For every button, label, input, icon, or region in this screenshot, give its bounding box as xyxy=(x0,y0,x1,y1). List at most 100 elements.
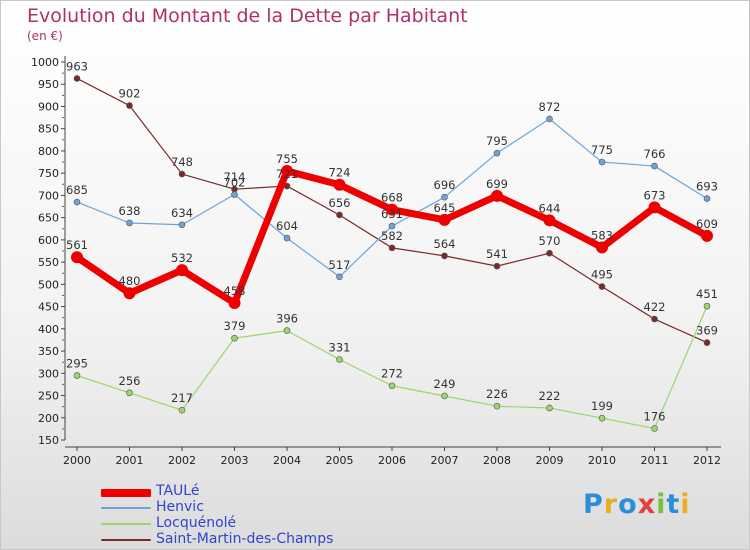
y-tick-label: 300 xyxy=(38,367,59,380)
y-tick-label: 200 xyxy=(38,412,59,425)
data-label-locqu-nol: 396 xyxy=(276,312,298,326)
legend-label: Saint-Martin-des-Champs xyxy=(156,531,334,547)
data-label-locqu-nol: 226 xyxy=(486,387,508,401)
data-label-henvic: 631 xyxy=(381,207,403,221)
data-point-taul xyxy=(228,297,241,310)
data-label-saint-martin-des-champs: 963 xyxy=(66,59,88,73)
data-label-saint-martin-des-champs: 656 xyxy=(329,196,351,210)
data-label-taul: 480 xyxy=(119,274,141,288)
y-tick-label: 950 xyxy=(38,78,59,91)
data-point-locqu-nol xyxy=(336,356,343,363)
brand-letter: i xyxy=(680,489,691,520)
data-label-taul: 755 xyxy=(276,152,298,166)
y-tick-label: 800 xyxy=(38,145,59,158)
data-point-locqu-nol xyxy=(231,334,238,342)
y-tick-label: 150 xyxy=(38,434,59,447)
data-label-henvic: 685 xyxy=(66,183,88,197)
data-point-saint-martin-des-champs xyxy=(388,244,396,252)
data-point-locqu-nol xyxy=(651,425,658,432)
legend-swatch-locquenole xyxy=(101,523,151,525)
data-label-taul: 532 xyxy=(171,251,193,265)
y-tick-label: 700 xyxy=(38,189,59,202)
data-label-henvic: 696 xyxy=(434,178,456,192)
data-label-locqu-nol: 222 xyxy=(539,389,561,403)
data-label-henvic: 872 xyxy=(539,100,561,114)
data-label-henvic: 795 xyxy=(486,134,508,148)
data-label-taul: 673 xyxy=(644,188,666,202)
x-tick-label: 2002 xyxy=(168,454,196,467)
x-tick-label: 2003 xyxy=(221,454,249,467)
brand-logo: Proxiti xyxy=(583,489,691,520)
data-point-saint-martin-des-champs xyxy=(546,249,553,257)
data-label-henvic: 638 xyxy=(119,204,141,218)
legend-swatch-saint-martin xyxy=(101,539,151,541)
data-point-locqu-nol xyxy=(178,406,186,414)
data-label-locqu-nol: 272 xyxy=(381,367,403,381)
data-label-taul: 644 xyxy=(539,201,561,215)
data-label-taul: 645 xyxy=(434,201,456,215)
brand-letter: r xyxy=(603,489,619,520)
data-point-locqu-nol xyxy=(546,404,553,412)
y-tick-label: 250 xyxy=(38,390,59,403)
data-point-henvic xyxy=(336,273,343,281)
y-tick-label: 600 xyxy=(38,234,59,247)
data-point-taul xyxy=(701,229,713,242)
data-label-taul: 561 xyxy=(66,238,88,252)
x-tick-label: 2009 xyxy=(536,454,564,467)
data-label-locqu-nol: 199 xyxy=(591,399,613,413)
data-point-taul xyxy=(333,178,346,191)
data-label-saint-martin-des-champs: 369 xyxy=(696,324,718,338)
data-point-saint-martin-des-champs xyxy=(651,315,658,323)
data-point-henvic xyxy=(703,195,711,202)
data-label-locqu-nol: 176 xyxy=(644,409,666,423)
data-label-henvic: 517 xyxy=(329,258,351,272)
data-label-taul: 583 xyxy=(591,228,613,242)
x-tick-label: 2008 xyxy=(483,454,511,467)
y-tick-label: 550 xyxy=(38,256,59,269)
data-point-taul xyxy=(176,264,188,277)
x-tick-label: 2004 xyxy=(273,454,301,467)
data-label-henvic: 604 xyxy=(276,219,298,233)
data-point-henvic xyxy=(441,193,448,201)
data-label-taul: 724 xyxy=(329,166,351,180)
legend-swatch-henvic xyxy=(101,507,151,509)
data-label-henvic: 634 xyxy=(171,206,193,220)
data-point-taul xyxy=(491,189,503,202)
x-tick-label: 2012 xyxy=(693,454,721,467)
y-tick-label: 350 xyxy=(38,345,59,358)
data-point-locqu-nol xyxy=(126,389,133,397)
data-point-henvic xyxy=(493,149,501,157)
data-point-henvic xyxy=(73,198,81,206)
x-tick-label: 2005 xyxy=(326,454,354,467)
legend-label: TAULé xyxy=(156,483,200,499)
data-label-saint-martin-des-champs: 564 xyxy=(434,237,456,251)
data-label-taul: 668 xyxy=(381,191,403,205)
data-point-taul xyxy=(281,164,293,177)
y-tick-label: 900 xyxy=(38,100,59,113)
y-tick-label: 650 xyxy=(38,212,59,225)
data-point-saint-martin-des-champs xyxy=(493,262,501,270)
data-point-henvic xyxy=(388,222,396,230)
data-label-saint-martin-des-champs: 422 xyxy=(644,300,666,314)
data-label-saint-martin-des-champs: 902 xyxy=(119,87,141,101)
data-label-henvic: 702 xyxy=(224,176,246,190)
data-label-locqu-nol: 379 xyxy=(224,319,246,333)
data-point-taul xyxy=(438,213,451,226)
chart-subtitle: (en €) xyxy=(27,29,63,43)
data-point-taul xyxy=(71,251,83,264)
data-point-henvic xyxy=(651,162,658,170)
data-point-locqu-nol xyxy=(441,392,448,400)
data-label-locqu-nol: 217 xyxy=(171,391,193,405)
brand-letter: x xyxy=(637,489,657,520)
y-tick-label: 1000 xyxy=(31,56,59,69)
data-label-henvic: 766 xyxy=(644,147,666,161)
data-label-locqu-nol: 451 xyxy=(696,287,718,301)
brand-letter: P xyxy=(583,489,604,520)
brand-letter: i xyxy=(656,489,667,520)
data-point-locqu-nol xyxy=(73,372,81,379)
brand-letter: o xyxy=(618,489,638,520)
data-label-locqu-nol: 256 xyxy=(119,374,141,388)
data-label-saint-martin-des-champs: 495 xyxy=(591,268,613,282)
data-point-henvic xyxy=(231,191,238,198)
